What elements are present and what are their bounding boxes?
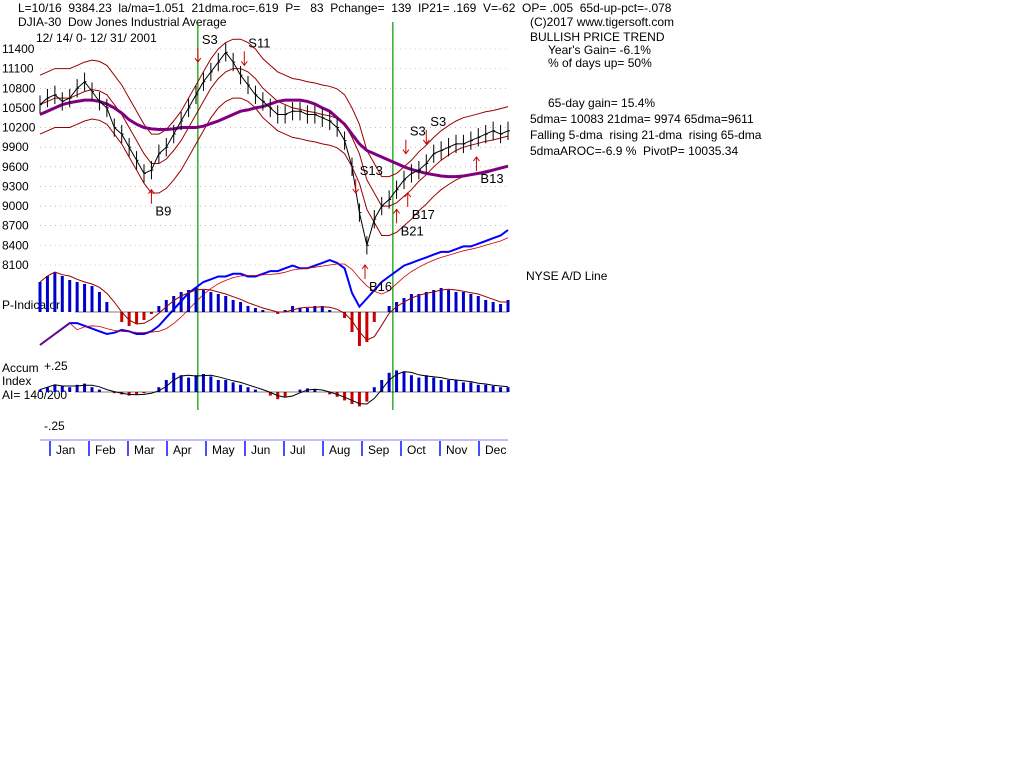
y-tick-label: 10200: [2, 121, 36, 135]
accum-top-value: +.25: [44, 359, 68, 373]
month-label: Jun: [251, 443, 270, 457]
month-label: Dec: [485, 443, 506, 457]
month-label: Nov: [446, 443, 467, 457]
month-label: Mar: [134, 443, 155, 457]
upper-band-line: [39, 38, 509, 178]
dma-values: 5dma= 10083 21dma= 9974 65dma=9611: [530, 112, 754, 126]
month-label: Aug: [329, 443, 350, 457]
buy-arrow-head: [393, 208, 400, 214]
header-copyright: (C)2017 www.tigersoft.com: [530, 15, 675, 29]
sell-signal-label: S3: [202, 32, 218, 47]
month-label: Jan: [56, 443, 75, 457]
ad-line-label: NYSE A/D Line: [526, 269, 608, 283]
y-tick-label: 9000: [2, 199, 29, 213]
ma21-line: [39, 68, 509, 207]
sell-signal-label: S11: [248, 35, 270, 50]
buy-signal-label: B16: [369, 279, 392, 294]
ad-ma-line: [39, 237, 509, 346]
y-tick-label: 8400: [2, 238, 29, 252]
accum-label-2: Index: [2, 374, 32, 388]
sell-signal-label: S13: [360, 163, 383, 178]
buy-arrow-head: [361, 264, 369, 270]
p-indicator-label: P-Indicator: [2, 298, 61, 312]
month-label: Jul: [290, 443, 305, 457]
aroc-pivot: 5dmaAROC=-6.9 % PivotP= 10035.34: [530, 144, 739, 158]
y-tick-label: 11400: [2, 42, 35, 56]
sell-arrow-head: [194, 57, 202, 63]
pct-days-up: % of days up= 50%: [548, 56, 652, 70]
sell-arrow-head: [240, 61, 248, 67]
y-tick-label: 9600: [2, 160, 29, 174]
y-tick-label: 8700: [2, 219, 29, 233]
buy-arrow-head: [148, 188, 155, 195]
gain-65d: 65-day gain= 15.4%: [548, 96, 656, 110]
buy-arrow-head: [404, 192, 412, 198]
chart-date-range: 12/ 14/ 0- 12/ 31/ 2001: [36, 31, 157, 45]
buy-signal-label: B9: [155, 204, 171, 219]
buy-signal-label: B17: [412, 207, 435, 222]
sell-arrow-head: [352, 188, 360, 194]
dma-direction: Falling 5-dma rising 21-dma rising 65-dm…: [530, 128, 762, 142]
y-tick-label: 11100: [2, 62, 34, 76]
accum-bottom-value: -.25: [44, 419, 65, 433]
sell-arrow-head: [422, 139, 430, 145]
month-label: Oct: [407, 443, 426, 457]
years-gain: Year's Gain= -6.1%: [548, 43, 651, 57]
sell-signal-label: S3: [410, 124, 426, 139]
month-label: Apr: [173, 443, 192, 457]
month-label: May: [212, 443, 235, 457]
accum-label-1: Accum: [2, 361, 39, 375]
y-tick-label: 9300: [2, 179, 29, 193]
y-tick-label: 10500: [2, 101, 36, 115]
buy-signal-label: B13: [480, 171, 503, 186]
header-stats-line: L=10/16 9384.23 la/ma=1.051 21dma.roc=.6…: [18, 1, 672, 15]
y-tick-label: 8100: [2, 258, 29, 272]
sell-arrow-head: [402, 149, 410, 155]
sell-signal-label: S3: [430, 114, 446, 129]
y-tick-label: 10800: [2, 81, 36, 95]
price-line: [39, 51, 509, 246]
buy-arrow-head: [473, 156, 480, 162]
y-tick-label: 9900: [2, 140, 29, 154]
month-label: Feb: [95, 443, 116, 457]
ad-line: [39, 229, 509, 346]
ma65-line: [39, 98, 509, 179]
buy-signal-label: B21: [401, 223, 424, 238]
lower-band-line: [39, 97, 509, 236]
accum-ma: [39, 371, 509, 405]
p-indicator-ma: [39, 271, 508, 341]
trend-label: BULLISH PRICE TREND: [530, 30, 665, 44]
chart-title: DJIA-30 Dow Jones Industrial Average: [18, 15, 227, 29]
month-label: Sep: [368, 443, 390, 457]
